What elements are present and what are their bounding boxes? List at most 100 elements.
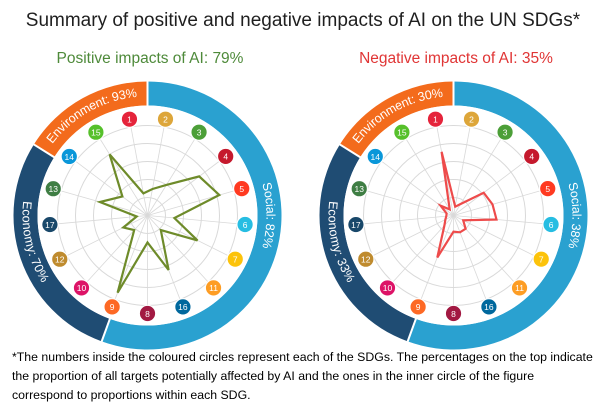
sdg-number: 2 [163,114,168,124]
ring-separator [100,317,112,343]
grid-spoke [453,160,526,216]
grid-spoke [147,138,196,216]
negative-chart-subtitle: Negative impacts of AI: 35% [359,50,553,67]
sdg-number: 11 [209,283,218,293]
sdg-badge-2: 2 [156,110,175,128]
sdg-number: 5 [545,184,550,194]
sdg-number: 13 [355,184,365,194]
sdg-badge-17: 17 [41,215,59,234]
ring-segment-social [407,81,588,350]
sdg-badge-16: 16 [174,298,192,316]
sdg-number: 1 [433,114,438,124]
sdg-badge-14: 14 [60,147,79,166]
sdg-badge-10: 10 [378,279,397,297]
ring-separator [406,317,418,343]
grid-spoke [453,215,544,225]
sdg-number: 8 [145,309,150,319]
grid-spoke [363,215,454,225]
sdg-badge-1: 1 [120,110,139,128]
sdg-number: 9 [416,302,421,312]
sdg-badge-5: 5 [538,179,557,198]
sdg-number: 15 [397,127,407,137]
data-series-line [436,151,498,259]
sdg-number: 17 [45,220,55,230]
ring-label-social: Social: 82% [259,181,277,250]
sdg-badge-3: 3 [496,123,514,141]
sdg-badge-15: 15 [87,123,105,141]
sdg-badge-1: 1 [426,110,445,128]
sdg-number: 16 [484,302,494,312]
sdg-badge-11: 11 [510,279,529,297]
grid-spoke [147,126,165,216]
grid-spoke [86,215,148,283]
ring-segment-environment [339,81,454,158]
sdg-badge-8: 8 [444,304,463,323]
sdg-number: 10 [77,283,87,293]
sdg-badge-2: 2 [462,110,481,128]
sdg-number: 14 [371,152,381,162]
positive-impacts-radar-chart: Social: 82%Economy: 70%Environment: 93%1… [13,80,282,350]
sdg-badge-13: 13 [350,179,369,198]
sdg-number: 1 [127,114,132,124]
ring-segment-economy [13,144,110,342]
sdg-number: 13 [49,184,59,194]
sdg-badge-16: 16 [480,298,498,316]
sdg-number: 3 [503,127,508,137]
sdg-badge-4: 4 [522,147,541,166]
sdg-badge-15: 15 [393,123,411,141]
ring-label-social: Social: 38% [565,181,583,250]
sdg-badge-4: 4 [216,147,235,166]
grid-spoke [453,126,471,216]
sdg-badge-17: 17 [347,215,365,234]
sdg-number: 16 [178,302,188,312]
grid-spoke [147,215,229,256]
grid-spoke [75,160,148,216]
sdg-badge-6: 6 [542,215,560,234]
grid-spoke [66,215,148,256]
ring-segment-environment [33,81,148,158]
grid-spoke [99,138,148,216]
sdg-number: 12 [361,255,371,265]
grid-spoke [453,190,541,216]
grid-spoke [453,215,515,283]
sdg-number: 8 [451,309,456,319]
data-series-line [96,153,222,294]
sdg-number: 9 [110,302,115,312]
sdg-badge-7: 7 [532,250,551,268]
sdg-number: 5 [239,184,244,194]
sdg-number: 14 [65,152,75,162]
sdg-number: 4 [529,152,534,162]
sdg-number: 11 [515,283,524,293]
grid-spoke [147,215,181,300]
ring-separator [338,143,362,159]
page-title: Summary of positive and negative impacts… [25,10,581,31]
positive-chart-subtitle: Positive impacts of AI: 79% [56,50,244,67]
sdg-number: 10 [383,283,393,293]
negative-impacts-radar-chart: Social: 38%Economy: 33%Environment: 30%1… [319,80,588,350]
grid-spoke [453,215,487,300]
sdg-badge-12: 12 [50,250,69,269]
sdg-badge-14: 14 [366,147,385,166]
sdg-number: 7 [539,254,544,264]
sdg-number: 6 [243,220,248,230]
grid-spoke [130,126,148,216]
sdg-badge-10: 10 [72,279,91,297]
grid-spoke [405,138,454,216]
grid-spoke [147,160,220,216]
sdg-badge-6: 6 [236,215,254,234]
sdg-badge-8: 8 [138,304,157,323]
grid-spoke [147,215,238,225]
sdg-badge-3: 3 [190,123,208,141]
grid-spoke [366,190,454,216]
sdg-badge-7: 7 [226,250,245,268]
footnote: *The numbers inside the coloured circles… [12,350,593,402]
sdg-number: 2 [469,114,474,124]
ring-separator [32,143,56,159]
sdg-number: 4 [223,152,228,162]
sdg-badge-11: 11 [204,279,223,297]
sdg-number: 3 [197,127,202,137]
sdg-badge-12: 12 [356,250,375,269]
sdg-number: 17 [351,220,361,230]
grid-spoke [372,215,454,256]
sdg-badge-9: 9 [409,298,427,316]
